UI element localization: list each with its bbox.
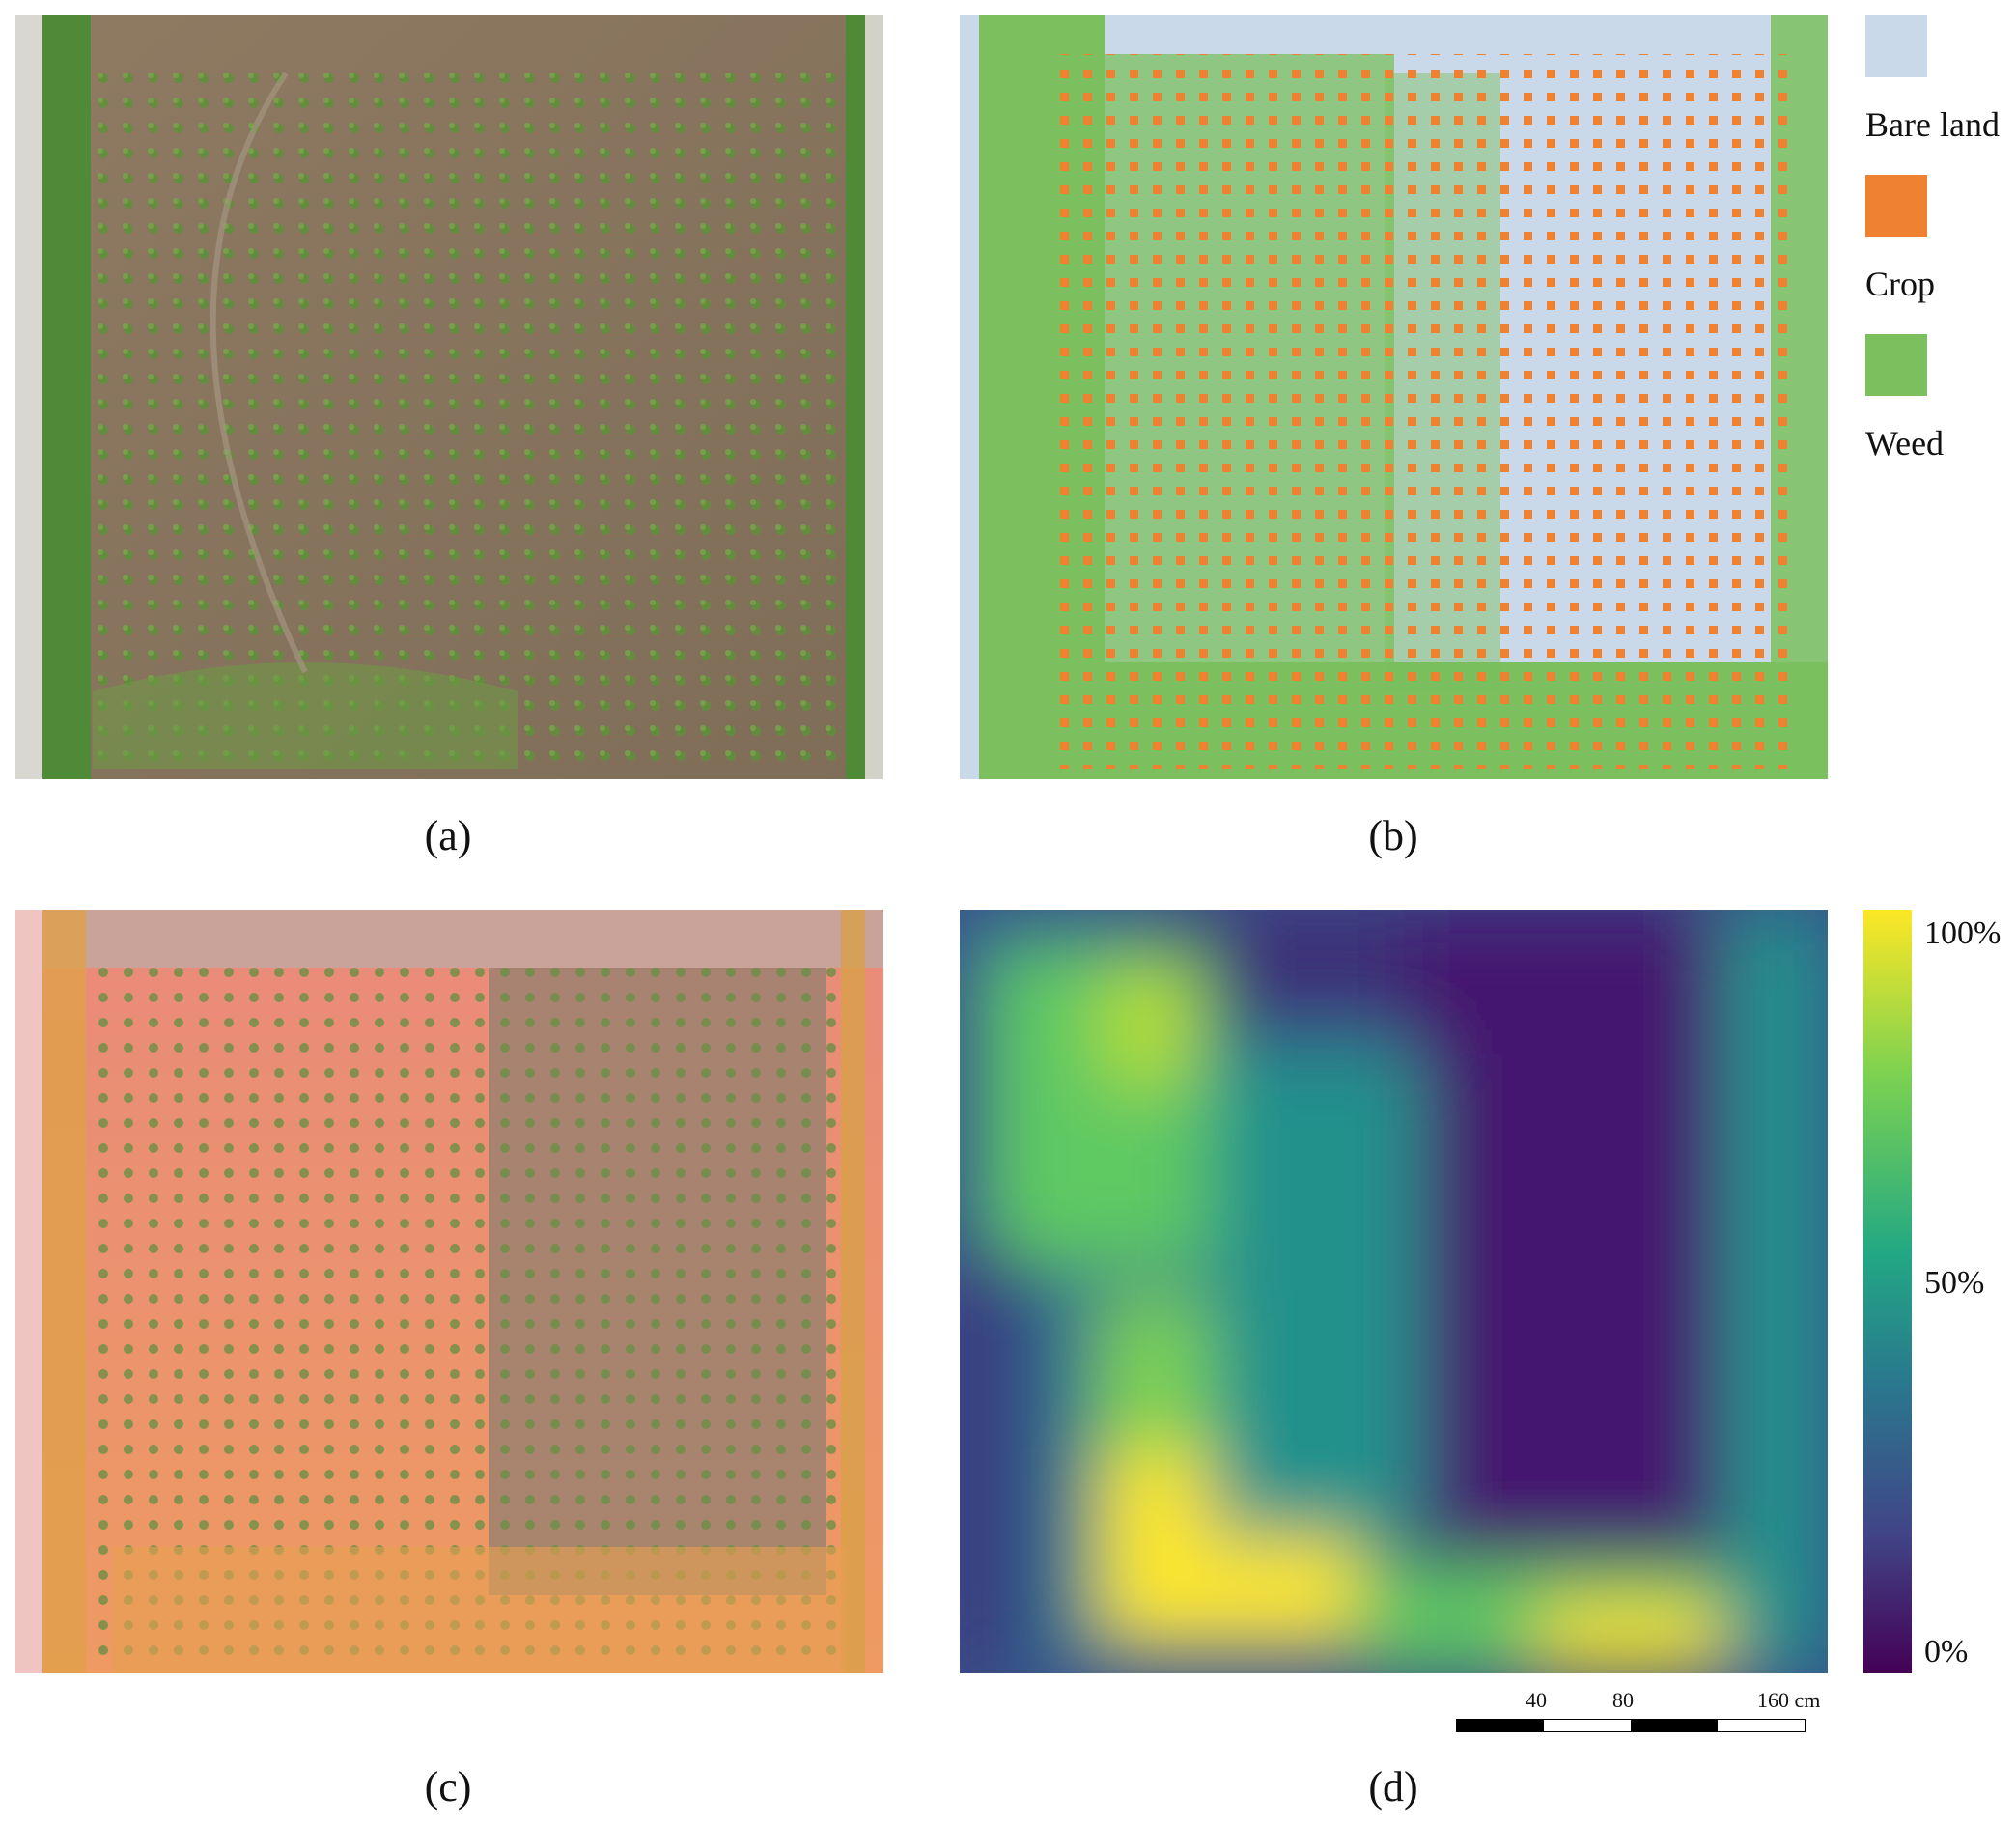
legend-swatch-crop xyxy=(1865,175,1927,237)
colorbar-label-mid: 50% xyxy=(1924,1265,1985,1301)
legend-swatch-bare-land xyxy=(1865,15,1927,77)
scale-label-40: 40 xyxy=(1526,1688,1547,1712)
panel-d-heatmap xyxy=(960,910,1828,1673)
scale-label-80: 80 xyxy=(1612,1688,1634,1712)
caption-b: (b) xyxy=(1368,812,1418,859)
caption-d: (d) xyxy=(1368,1763,1418,1811)
legend-swatch-weed xyxy=(1865,334,1927,396)
panel-c-overlay xyxy=(15,910,883,1673)
caption-a: (a) xyxy=(424,812,472,859)
legend-label-crop: Crop xyxy=(1865,265,1935,303)
scale-bar xyxy=(1456,1719,1806,1732)
colorbar xyxy=(1863,910,1912,1673)
colorbar-label-bottom: 0% xyxy=(1924,1634,1969,1670)
legend-label-weed: Weed xyxy=(1865,424,1945,463)
panel-b-segmentation xyxy=(960,15,1828,779)
scale-label-160cm: 160 cm xyxy=(1757,1688,1821,1712)
legend-label-bare-land: Bare land xyxy=(1865,105,2000,144)
panel-a-photo xyxy=(15,15,883,779)
colorbar-label-top: 100% xyxy=(1924,915,2002,951)
caption-c: (c) xyxy=(424,1763,472,1811)
